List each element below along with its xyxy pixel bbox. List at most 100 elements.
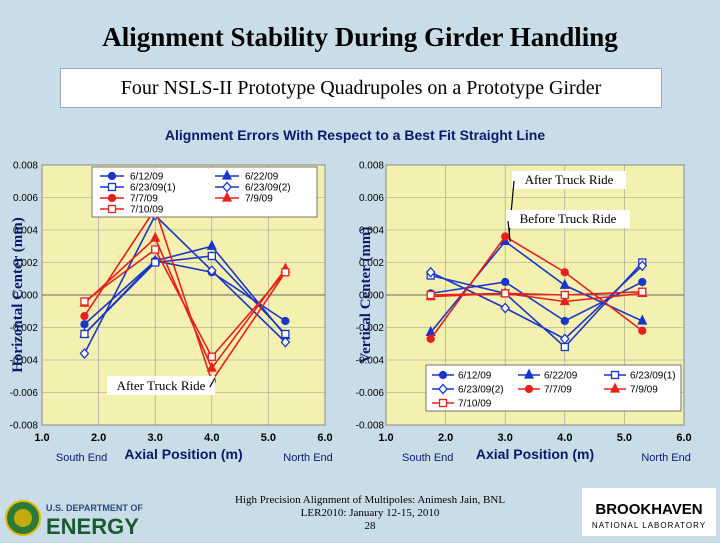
data-point [281, 329, 290, 339]
annotation-box [107, 376, 215, 395]
data-point [559, 278, 570, 289]
bnl-logo-bottom: NATIONAL LABORATORY [592, 521, 706, 530]
legend-label: 7/10/09 [130, 205, 164, 216]
data-point [80, 311, 89, 321]
y-tick-label: 0.002 [13, 258, 38, 269]
data-point [560, 342, 569, 352]
legend-marker [221, 191, 233, 202]
legend-label: 6/23/09(2) [458, 385, 504, 396]
data-point [80, 329, 89, 339]
series-line [430, 235, 643, 340]
data-point [80, 320, 89, 329]
legend-marker [107, 204, 117, 214]
legend-marker [438, 398, 448, 408]
x-axis-label: Axial Position (m) [476, 446, 594, 462]
legend-label: 6/12/09 [130, 172, 164, 183]
north-end-label: North End [641, 452, 691, 464]
legend-label: 6/22/09 [544, 371, 578, 382]
data-point [500, 302, 511, 314]
x-tick-label: 3.0 [498, 432, 513, 444]
data-point [281, 316, 290, 326]
series-line [430, 292, 643, 303]
series-line [83, 260, 286, 325]
chart-area: Alignment Errors With Respect to a Best … [0, 120, 720, 485]
doe-logo-bottom: ENERGY [46, 514, 139, 538]
legend-marker [222, 181, 232, 193]
legend-marker [221, 169, 233, 180]
data-point [560, 316, 569, 326]
x-tick-label: 1.0 [34, 432, 49, 444]
data-point [281, 268, 290, 277]
bnl-logo: BROOKHAVEN NATIONAL LABORATORY [582, 488, 716, 536]
x-tick-label: 3.0 [148, 432, 163, 444]
series-line [83, 214, 286, 354]
data-point [79, 348, 90, 359]
y-axis-label: Vertical Center (mm) [358, 227, 374, 364]
legend-label: 7/7/09 [130, 194, 158, 205]
legend-marker [523, 368, 535, 379]
legend: 6/12/09 6/22/09 6/23/09(1) 6/23/09(2) 7/7/09… [91, 166, 318, 218]
south-end-label: South End [402, 452, 453, 464]
footer: High Precision Alignment of Multipoles: … [180, 494, 560, 533]
series-line [430, 261, 643, 349]
legend-marker [524, 384, 534, 394]
doe-logo: U.S. DEPARTMENT OF ENERGY [4, 498, 164, 539]
x-tick-label: 6.0 [317, 432, 332, 444]
y-tick-label: 0.008 [13, 161, 38, 172]
legend: 6/12/09 6/22/09 6/23/09(1) 6/23/09(2) 7/7/09… [425, 364, 682, 412]
y-tick-label: 0.006 [359, 193, 384, 204]
y-tick-label: -0.006 [10, 388, 39, 399]
data-point [206, 239, 217, 250]
y-axis-label: Horizontal Center (mm) [10, 217, 26, 373]
annotation-arrow [209, 377, 216, 388]
x-tick-label: 1.0 [378, 432, 393, 444]
slide-subtitle: Four NSLS-II Prototype Quadrupoles on a … [60, 68, 662, 108]
series-line [83, 207, 287, 383]
bnl-logo-top: BROOKHAVEN [595, 501, 702, 518]
legend-marker [107, 182, 117, 192]
data-point [80, 297, 89, 306]
data-point [638, 277, 647, 287]
south-end-label: South End [56, 452, 107, 464]
series-line [430, 290, 643, 296]
y-tick-label: -0.008 [10, 421, 39, 432]
legend-marker [438, 383, 448, 395]
data-point [206, 265, 217, 277]
y-tick-label: -0.004 [10, 356, 39, 367]
y-tick-label: -0.006 [356, 388, 385, 399]
legend-label: 7/9/09 [630, 385, 658, 396]
y-tick-label: 0.004 [359, 226, 384, 237]
data-point [638, 326, 647, 335]
data-point [501, 232, 510, 241]
legend-marker [610, 370, 620, 380]
chart-suptitle: Alignment Errors With Respect to a Best … [165, 127, 545, 143]
y-tick-label: -0.002 [356, 323, 385, 334]
legend-label: 7/9/09 [245, 194, 273, 205]
annotation-arrow [507, 220, 511, 242]
footer-line2: LER2010: January 12-15, 2010 [300, 507, 440, 519]
data-point [559, 333, 570, 345]
y-tick-label: -0.002 [10, 323, 39, 334]
footer-line1: High Precision Alignment of Multipoles: … [234, 494, 506, 506]
x-tick-label: 6.0 [676, 432, 691, 444]
y-tick-label: -0.008 [356, 421, 385, 432]
legend-marker [107, 171, 117, 181]
data-point [280, 336, 291, 348]
y-tick-label: 0.000 [13, 291, 38, 302]
legend-label: 7/10/09 [458, 399, 492, 410]
data-point [207, 352, 216, 361]
data-point [426, 334, 435, 344]
x-axis-label: Axial Position (m) [124, 446, 242, 462]
plot-horizontal: 0.008 0.006 0.004 0.002 0.000 -0.002 -0.004 -0.… [10, 161, 333, 465]
annotation-before-truck-ride: Before Truck Ride [520, 211, 617, 226]
annotation-after-truck-ride: After Truck Ride [117, 378, 206, 393]
data-point [501, 277, 510, 287]
data-point [560, 290, 569, 300]
y-tick-label: 0.006 [13, 193, 38, 204]
legend-marker [438, 370, 448, 380]
data-point [206, 361, 217, 372]
data-point [207, 251, 216, 261]
legend-label: 6/23/09(1) [130, 183, 176, 194]
x-tick-label: 4.0 [557, 432, 572, 444]
legend-box [425, 364, 682, 412]
